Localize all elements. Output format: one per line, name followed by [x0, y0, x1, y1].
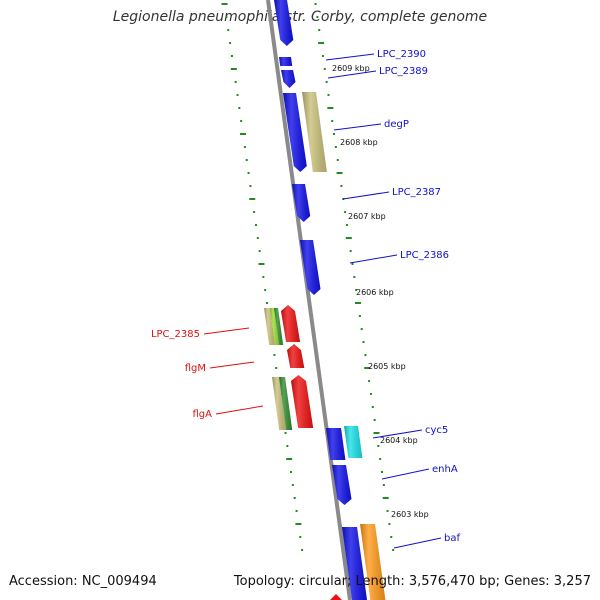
- leader-line: [325, 53, 375, 61]
- gene-block-flga-green-shading: [279, 377, 293, 430]
- gene-label-lpc-2387[interactable]: LPC_2387: [392, 187, 441, 198]
- gene-block-lpc-2386-shading: [300, 240, 321, 295]
- scale-label-1: 2608 kbp: [340, 138, 378, 147]
- scale-label-6: 2603 kbp: [391, 510, 429, 519]
- backbone-line: [266, 0, 352, 600]
- leader-line: [393, 537, 442, 549]
- leader-line: [342, 191, 390, 200]
- gene-block-baf-shading: [342, 527, 367, 600]
- scale-label-4: 2605 kbp: [368, 362, 406, 371]
- gene-block-flgm-shading: [287, 344, 305, 368]
- gene-block-flga-khaki-shading: [272, 377, 287, 430]
- scale-labels: 2609 kbp 2608 kbp 2607 kbp 2606 kbp 2605 kbp…: [332, 64, 429, 519]
- leader-line: [381, 468, 430, 480]
- gene-block-cyc5-cyan-shading: [344, 426, 363, 458]
- scale-label-3: 2606 kbp: [356, 288, 394, 297]
- gene-block-cyc5-shading: [326, 428, 346, 460]
- gene-block-lpc-2385-lime-shading: [270, 308, 280, 345]
- gene-label-lpc-2385[interactable]: LPC_2385: [151, 329, 200, 340]
- gene-label-flgm[interactable]: flgM: [185, 363, 206, 374]
- accession-text: Accession: NC_009494: [9, 574, 157, 589]
- gene-label-lpc-2386[interactable]: LPC_2386: [400, 250, 449, 261]
- gene-block-flga-shading: [291, 375, 314, 428]
- gene-labels: LPC_2390 LPC_2389 degP LPC_2387 LPC_2386 LPC_…: [151, 49, 461, 544]
- label-leader-lines: [203, 53, 442, 549]
- gene-block-lpc-2385-khaki-shading: [264, 308, 276, 345]
- leader-line: [333, 123, 382, 131]
- gene-label-cyc5[interactable]: cyc5: [425, 425, 448, 436]
- gene-label-lpc-2390[interactable]: LPC_2390: [377, 49, 426, 60]
- scale-label-2: 2607 kbp: [348, 212, 386, 221]
- gene-features: [264, 0, 386, 600]
- gene-block-degp-shading: [283, 93, 307, 172]
- gene-label-degp[interactable]: degP: [384, 119, 409, 130]
- gene-block-lpc-2390-shading: [279, 57, 293, 66]
- genome-summary-text: Topology: circular; Length: 3,576,470 bp…: [233, 574, 591, 589]
- gene-label-enha[interactable]: enhA: [432, 464, 458, 475]
- gene-block-lpc-2391-shading: [274, 0, 294, 46]
- scale-label-5: 2604 kbp: [380, 436, 418, 445]
- gene-label-baf[interactable]: baf: [444, 533, 460, 544]
- leader-line: [327, 70, 377, 79]
- gene-block-lpc-2389-shading: [281, 70, 296, 88]
- outer-tick-ring: [314, 3, 395, 551]
- gene-label-flga[interactable]: flgA: [193, 409, 213, 420]
- gene-block-baf-orange-shading: [360, 524, 386, 600]
- leader-line: [215, 405, 264, 415]
- gene-block-enha-shading: [332, 465, 352, 505]
- gene-block-partial: [330, 594, 342, 600]
- leader-line: [349, 254, 398, 264]
- leader-line: [203, 327, 250, 335]
- inner-tick-ring: [221, 3, 304, 551]
- gene-block-lpc-2387-shading: [292, 184, 311, 222]
- leader-line: [209, 361, 255, 369]
- gene-block-lpc-2385-green-shading: [274, 308, 284, 345]
- gene-label-lpc-2389[interactable]: LPC_2389: [379, 66, 428, 77]
- leader-line: [372, 429, 423, 439]
- scale-label-0: 2609 kbp: [332, 64, 370, 73]
- gene-block-lpc-2385-shading: [281, 305, 301, 342]
- gene-block-degp-khaki-shading: [302, 92, 327, 172]
- map-title: Legionella pneumophila str. Corby, compl…: [112, 9, 488, 25]
